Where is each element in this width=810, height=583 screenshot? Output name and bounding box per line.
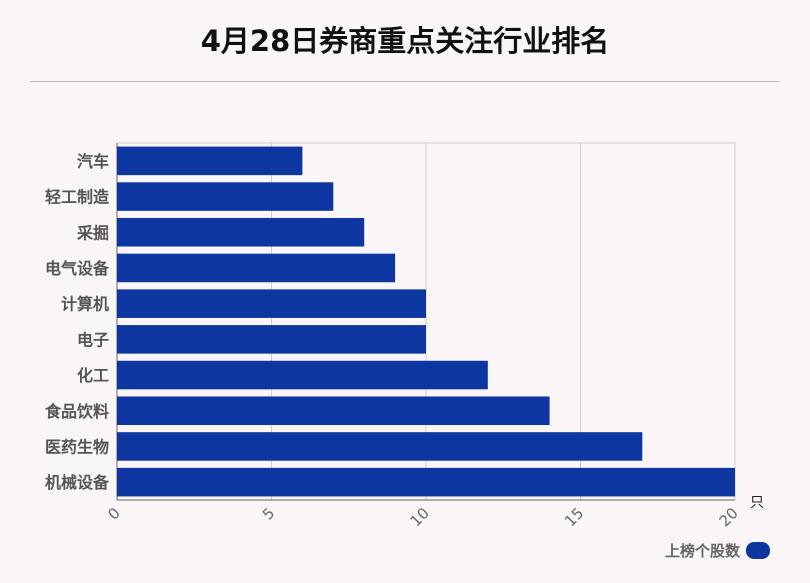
category-label-3: 电气设备	[45, 259, 110, 278]
chart-title: 4月28日券商重点关注行业排名	[200, 24, 610, 58]
bar-8[interactable]	[117, 432, 643, 461]
bar-1[interactable]	[117, 182, 334, 211]
bar-2[interactable]	[117, 217, 365, 247]
bars	[117, 146, 735, 497]
category-label-7: 食品饮料	[44, 402, 109, 421]
bar-4[interactable]	[117, 289, 426, 318]
bar-6[interactable]	[117, 360, 488, 390]
category-label-9: 机械设备	[45, 473, 110, 492]
bar-5[interactable]	[117, 325, 426, 354]
category-label-1: 轻工制造	[45, 188, 110, 207]
category-label-5: 电子	[77, 330, 109, 349]
x-tick-label-4: 20	[716, 504, 742, 530]
bar-3[interactable]	[117, 253, 396, 283]
category-label-2: 采掘	[76, 223, 109, 242]
category-label-6: 化工	[77, 366, 109, 385]
category-label-4: 计算机	[61, 295, 109, 314]
category-label-8: 医药生物	[45, 437, 109, 456]
title-divider	[30, 81, 780, 82]
x-tick-label-2: 10	[407, 504, 433, 530]
x-axis-unit: 只	[750, 495, 764, 511]
x-tick-label-0: 0	[104, 504, 123, 523]
bar-7[interactable]	[117, 396, 550, 426]
legend-label: 上榜个股数	[664, 542, 740, 560]
x-tick-label-3: 15	[561, 504, 587, 530]
legend-swatch	[746, 542, 770, 559]
x-tick-labels: 0 5 10 15 20	[104, 504, 741, 530]
legend[interactable]: 上榜个股数	[665, 540, 770, 561]
bar-9[interactable]	[117, 467, 735, 497]
x-tick-label-1: 5	[259, 504, 278, 523]
bar-0[interactable]	[117, 146, 303, 176]
category-label-0: 汽车	[77, 152, 109, 171]
